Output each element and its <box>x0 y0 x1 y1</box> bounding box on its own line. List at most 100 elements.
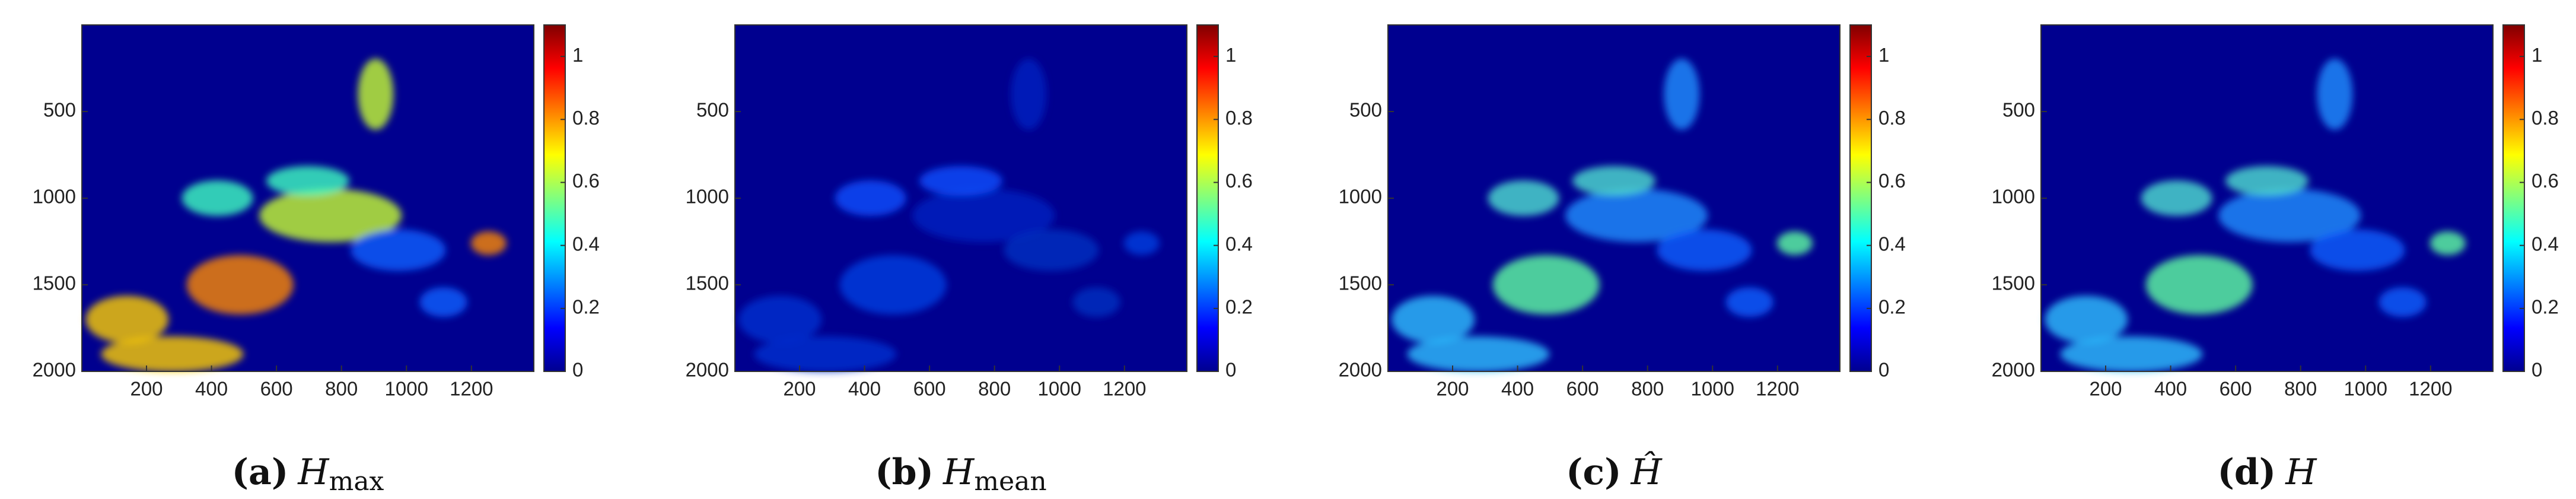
y-tick-label: 2000 <box>33 359 76 381</box>
caption-label: (c) <box>1566 452 1621 493</box>
x-tick-label: 400 <box>195 378 228 400</box>
texture-blob <box>1776 231 1813 255</box>
x-tick-label: 400 <box>2154 378 2187 400</box>
colorbar-tick-label: 0.2 <box>1878 296 1906 318</box>
texture-blob <box>266 166 349 196</box>
x-tick-label: 1000 <box>1038 378 1081 400</box>
colorbar <box>1849 24 1872 372</box>
texture-blob <box>358 58 394 130</box>
texture-blob <box>2378 287 2427 317</box>
texture-blob <box>186 255 294 314</box>
colorbar-tick-label: 0 <box>1225 359 1236 381</box>
heatmap-texture <box>85 58 507 372</box>
x-tick-label: 800 <box>978 378 1011 400</box>
colorbar-tick-label: 1 <box>1878 44 1889 66</box>
y-tick-label: 1500 <box>33 272 76 294</box>
x-tick-label: 400 <box>848 378 881 400</box>
y-tick-label: 1000 <box>1339 186 1382 208</box>
caption-label: (d) <box>2217 452 2276 493</box>
colorbar-tick-label: 0.4 <box>2532 233 2559 255</box>
x-tick-label: 600 <box>1566 378 1599 400</box>
texture-blob <box>182 180 253 216</box>
colorbar-tick-label: 0.6 <box>2532 170 2559 192</box>
x-tick-label: 800 <box>325 378 358 400</box>
caption: (c) Ĥ <box>1566 451 1663 493</box>
texture-blob <box>2141 180 2212 216</box>
y-tick-label: 2000 <box>1992 359 2035 381</box>
texture-blob <box>1407 336 1550 372</box>
colorbar-tick-label: 0.4 <box>1878 233 1906 255</box>
texture-blob <box>470 231 507 255</box>
texture-blob <box>2310 229 2405 271</box>
texture-blob <box>919 166 1002 196</box>
texture-blob <box>2317 58 2353 130</box>
x-tick-label: 200 <box>1436 378 1469 400</box>
texture-blob <box>839 255 947 314</box>
y-tick-label: 1500 <box>1339 272 1382 294</box>
x-tick-label: 200 <box>2089 378 2122 400</box>
texture-blob <box>85 295 169 344</box>
panel: 200 400 600 800 1000 1200 500 1000 1500 2000 0 0.2 0… <box>1339 24 1906 493</box>
x-tick-label: 1200 <box>1103 378 1146 400</box>
panel: 200 400 600 800 1000 1200 500 1000 1500 2000 0 0.2 0… <box>33 24 600 497</box>
y-tick-label: 500 <box>1349 99 1382 121</box>
y-tick-label: 2000 <box>686 359 729 381</box>
x-tick-label: 1000 <box>1691 378 1734 400</box>
y-tick-label: 1000 <box>33 186 76 208</box>
texture-blob <box>835 180 906 216</box>
texture-blob <box>351 229 446 271</box>
caption-symbol: H <box>2285 452 2317 493</box>
colorbar <box>1196 24 1219 372</box>
colorbar-tick-label: 1 <box>1225 44 1236 66</box>
colorbar-tick-label: 0 <box>2532 359 2542 381</box>
heatmap-texture <box>738 58 1160 372</box>
texture-blob <box>1572 166 1655 196</box>
x-tick-label: 800 <box>1631 378 1664 400</box>
caption-subscript: max <box>329 466 384 497</box>
y-tick-label: 1500 <box>686 272 729 294</box>
colorbar-tick-label: 0.2 <box>1225 296 1253 318</box>
texture-blob <box>2045 295 2128 344</box>
texture-blob <box>101 336 244 372</box>
colorbar-tick-label: 0.8 <box>2532 107 2559 129</box>
texture-blob <box>738 295 822 344</box>
x-tick-label: 1200 <box>1756 378 1799 400</box>
y-tick-label: 500 <box>43 99 76 121</box>
caption: (b) Hmean <box>875 452 1046 497</box>
colorbar-tick-label: 0.2 <box>572 296 600 318</box>
texture-blob <box>259 189 402 243</box>
y-tick-label: 1000 <box>686 186 729 208</box>
caption-label: (b) <box>875 452 934 493</box>
texture-blob <box>1565 189 1708 243</box>
texture-blob <box>1123 231 1160 255</box>
caption-symbol: Ĥ <box>1630 451 1663 493</box>
y-tick-label: 1500 <box>1992 272 2035 294</box>
y-tick-label: 500 <box>2002 99 2035 121</box>
colorbar-tick-label: 0.2 <box>2532 296 2559 318</box>
x-tick-label: 200 <box>130 378 163 400</box>
texture-blob <box>1725 287 1773 317</box>
texture-blob <box>754 336 897 372</box>
texture-blob <box>1072 287 1120 317</box>
texture-blob <box>1011 58 1047 130</box>
texture-blob <box>419 287 467 317</box>
colorbar-tick-label: 1 <box>572 44 583 66</box>
x-tick-label: 1200 <box>2409 378 2452 400</box>
y-tick-label: 2000 <box>1339 359 1382 381</box>
colorbar-tick-label: 0.6 <box>572 170 600 192</box>
y-tick-label: 1000 <box>1992 186 2035 208</box>
colorbar-tick-label: 1 <box>2532 44 2542 66</box>
x-tick-label: 600 <box>260 378 293 400</box>
texture-blob <box>1488 180 1559 216</box>
panel: 200 400 600 800 1000 1200 500 1000 1500 2000 0 0.2 0… <box>686 24 1253 497</box>
texture-blob <box>1664 58 1700 130</box>
texture-blob <box>912 189 1055 243</box>
y-tick-label: 500 <box>696 99 729 121</box>
colorbar-tick-label: 0.4 <box>1225 233 1253 255</box>
colorbar-tick-label: 0.6 <box>1225 170 1253 192</box>
x-tick-label: 600 <box>913 378 946 400</box>
texture-blob <box>1492 255 1600 314</box>
caption-symbol: H <box>297 452 330 493</box>
